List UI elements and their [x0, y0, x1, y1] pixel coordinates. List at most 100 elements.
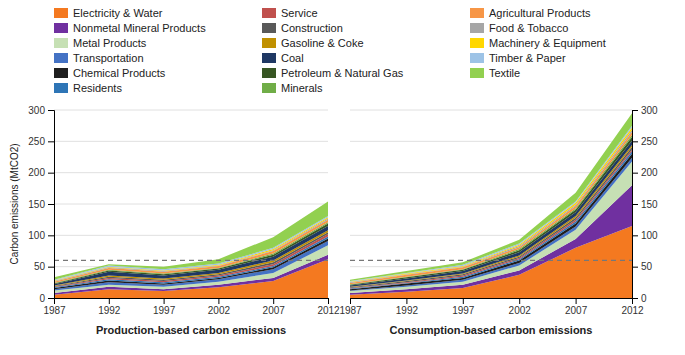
tick: 100 — [28, 230, 54, 241]
grid-line — [350, 141, 632, 142]
tick-mark — [48, 298, 54, 299]
tick-label: 2007 — [565, 305, 588, 316]
legend-swatch — [262, 53, 276, 63]
tick-label: 200 — [641, 167, 658, 178]
tick: 2002 — [509, 298, 532, 316]
plot-1: 1987199219972002200720120501001502002503… — [339, 105, 658, 336]
tick-mark — [632, 298, 638, 299]
tick: 300 — [632, 105, 658, 116]
marks — [350, 113, 632, 298]
area — [350, 113, 632, 281]
legend-item: Service — [262, 7, 318, 19]
tick-mark — [632, 141, 638, 142]
axis-domain — [55, 299, 329, 305]
tick-label: 2012 — [621, 305, 644, 316]
legend-label: Textile — [489, 67, 520, 79]
area — [350, 137, 632, 286]
tick-mark — [273, 298, 274, 304]
legend-item: Textile — [470, 67, 520, 79]
legend-label: Agricultural Products — [489, 7, 591, 19]
area — [54, 216, 328, 281]
tick: 100 — [632, 230, 658, 241]
legend-item: Timber & Paper — [470, 52, 566, 64]
y-axis: 050100150200250300 — [28, 105, 54, 304]
tick: 2007 — [263, 298, 286, 316]
legend-label: Minerals — [281, 82, 323, 94]
area — [350, 128, 632, 283]
axis-domain — [633, 111, 639, 299]
legend-item: Petroleum & Natural Gas — [262, 67, 404, 79]
legend-item: Agricultural Products — [470, 7, 591, 19]
legend-swatch — [262, 68, 276, 78]
tick-label: 1997 — [153, 305, 176, 316]
tick: 0 — [632, 293, 647, 304]
legend-label: Chemical Products — [73, 67, 166, 79]
tick-label: 250 — [28, 136, 45, 147]
legend-label: Coal — [281, 52, 304, 64]
grid-line — [54, 110, 328, 111]
legend-item: Nonmetal Mineral Products — [54, 22, 206, 34]
legend-label: Residents — [73, 82, 122, 94]
legend-swatch — [262, 83, 276, 93]
grid-line — [54, 204, 328, 205]
area — [350, 149, 632, 288]
tick-mark — [164, 298, 165, 304]
area — [54, 218, 328, 281]
area — [350, 126, 632, 282]
x-axis-title: Consumption-based carbon emissions — [390, 324, 593, 336]
legend-label: Construction — [281, 22, 343, 34]
legend-item: Transportation — [54, 52, 144, 64]
tick-label: 300 — [641, 105, 658, 116]
tick-mark — [328, 298, 329, 304]
legend-swatch — [470, 53, 484, 63]
legend-swatch — [54, 23, 68, 33]
legend: Electricity & Water Nonmetal Mineral Prod… — [54, 7, 606, 94]
tick-mark — [48, 204, 54, 205]
tick-label: 2002 — [509, 305, 532, 316]
tick: 200 — [632, 167, 658, 178]
tick-label: 1997 — [452, 305, 475, 316]
tick-mark — [632, 267, 638, 268]
tick-label: 2012 — [317, 305, 340, 316]
tick-label: 250 — [641, 136, 658, 147]
legend-label: Food & Tobacco — [489, 22, 568, 34]
tick-mark — [632, 204, 638, 205]
area — [350, 135, 632, 285]
legend-item: Metal Products — [54, 37, 147, 49]
tick-label: 100 — [641, 230, 658, 241]
grid — [54, 110, 328, 298]
reference-line — [54, 260, 328, 261]
tick-label: 100 — [28, 230, 45, 241]
legend-item: Machinery & Equipment — [470, 37, 606, 49]
legend-swatch — [262, 8, 276, 18]
grid-line — [54, 172, 328, 173]
legend-item: Gasoline & Coke — [262, 37, 364, 49]
marks — [54, 201, 328, 298]
tick-label: 200 — [28, 167, 45, 178]
axis-domain — [351, 299, 633, 305]
legend-swatch — [54, 83, 68, 93]
legend-swatch — [262, 23, 276, 33]
plot-0: 1987199219972002200720120501001502002503… — [9, 105, 341, 336]
legend-item: Food & Tobacco — [470, 22, 568, 34]
tick: 50 — [34, 261, 54, 272]
tick-label: 1992 — [396, 305, 419, 316]
tick-mark — [48, 235, 54, 236]
area — [350, 141, 632, 287]
tick-mark — [519, 298, 520, 304]
legend-label: Metal Products — [73, 37, 147, 49]
tick-mark — [632, 235, 638, 236]
tick-mark — [48, 141, 54, 142]
tick-mark — [576, 298, 577, 304]
tick: 2007 — [565, 298, 588, 316]
tick: 150 — [632, 199, 658, 210]
tick-label: 300 — [28, 105, 45, 116]
tick-mark — [109, 298, 110, 304]
reference-line — [350, 260, 632, 261]
tick-mark — [632, 173, 638, 174]
tick-label: 0 — [39, 293, 45, 304]
tick-mark — [48, 267, 54, 268]
tick-label: 2002 — [208, 305, 231, 316]
legend-item: Electricity & Water — [54, 7, 163, 19]
y-axis: 050100150200250300 — [632, 105, 658, 304]
